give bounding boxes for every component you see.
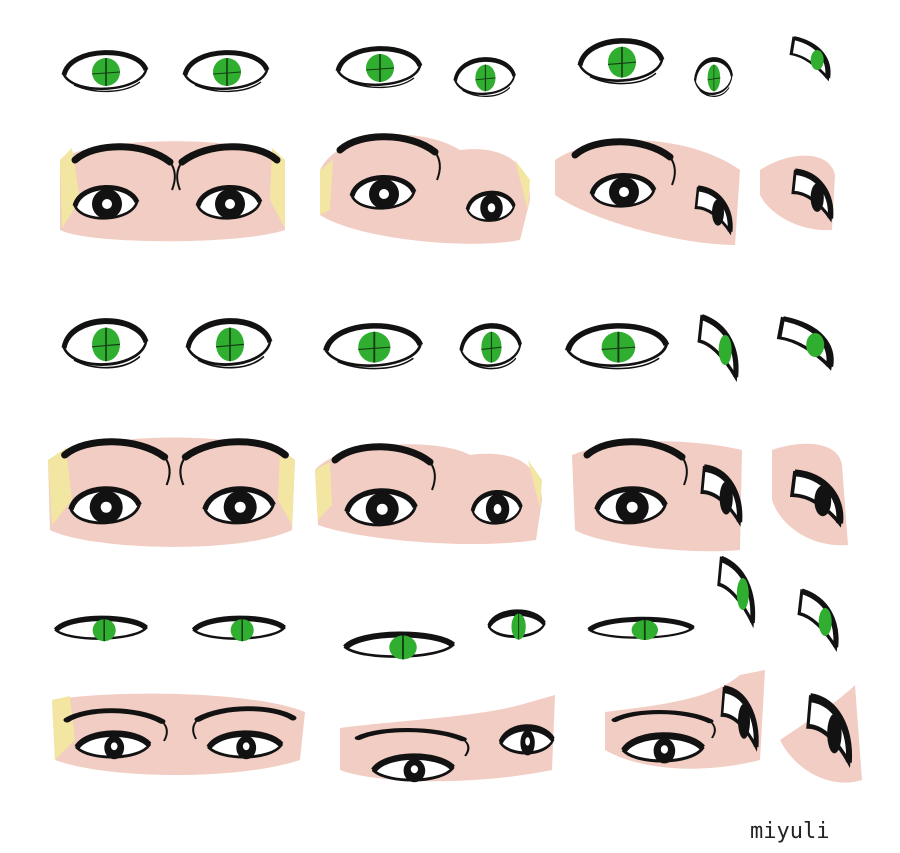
row-2-face-studies bbox=[60, 135, 835, 245]
row-1-iris-studies bbox=[64, 38, 828, 96]
artist-signature: miyuli bbox=[750, 819, 829, 844]
row-5-iris-studies bbox=[56, 559, 836, 660]
row-6-face-studies bbox=[52, 670, 862, 783]
row-4-face-studies bbox=[48, 437, 848, 552]
signature-text: miyuli bbox=[750, 819, 829, 844]
row-3-iris-studies bbox=[64, 317, 830, 377]
